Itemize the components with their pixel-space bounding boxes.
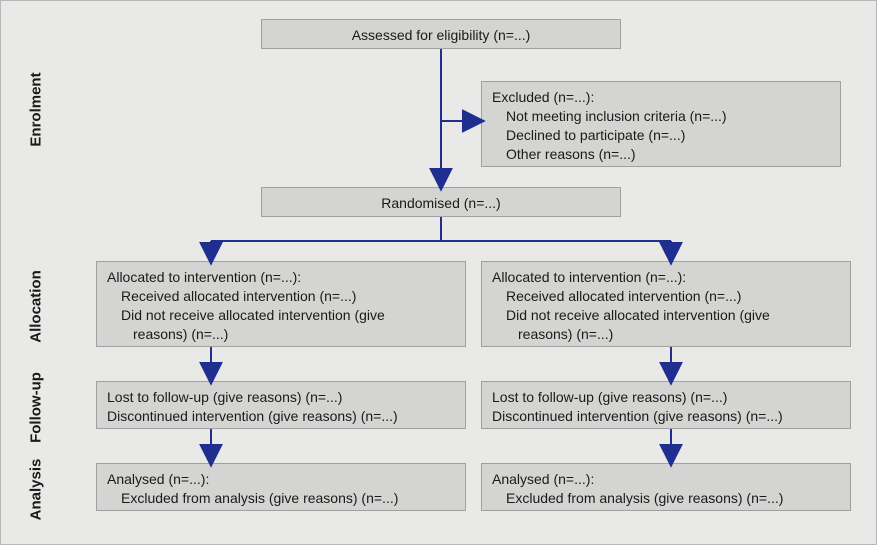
- alloc-r-sub2b: reasons) (n=...): [492, 325, 840, 344]
- excluded-title: Excluded (n=...):: [492, 88, 830, 107]
- alloc-l-sub1: Received allocated intervention (n=...): [107, 287, 455, 306]
- phase-enrolment: Enrolment: [28, 50, 45, 170]
- alloc-r-title: Allocated to intervention (n=...):: [492, 268, 840, 287]
- alloc-l-title: Allocated to intervention (n=...):: [107, 268, 455, 287]
- an-l-title: Analysed (n=...):: [107, 470, 455, 489]
- alloc-l-sub2a: Did not receive allocated intervention (…: [107, 306, 455, 325]
- fu-r-l1: Lost to follow-up (give reasons) (n=...): [492, 388, 840, 407]
- alloc-l-sub2b: reasons) (n=...): [107, 325, 455, 344]
- flow-diagram-canvas: Enrolment Allocation Follow-up Analysis …: [0, 0, 877, 545]
- randomised-text: Randomised (n=...): [272, 194, 610, 213]
- phase-analysis: Analysis: [28, 430, 45, 550]
- box-randomised: Randomised (n=...): [261, 187, 621, 217]
- excluded-sub1: Not meeting inclusion criteria (n=...): [492, 107, 830, 126]
- box-analysis-left: Analysed (n=...): Excluded from analysis…: [96, 463, 466, 511]
- alloc-r-sub1: Received allocated intervention (n=...): [492, 287, 840, 306]
- box-followup-left: Lost to follow-up (give reasons) (n=...)…: [96, 381, 466, 429]
- fu-l-l1: Lost to follow-up (give reasons) (n=...): [107, 388, 455, 407]
- box-excluded: Excluded (n=...): Not meeting inclusion …: [481, 81, 841, 167]
- box-followup-right: Lost to follow-up (give reasons) (n=...)…: [481, 381, 851, 429]
- box-allocation-right: Allocated to intervention (n=...): Recei…: [481, 261, 851, 347]
- excluded-sub2: Declined to participate (n=...): [492, 126, 830, 145]
- fu-r-l2: Discontinued intervention (give reasons)…: [492, 407, 840, 426]
- alloc-r-sub2a: Did not receive allocated intervention (…: [492, 306, 840, 325]
- box-allocation-left: Allocated to intervention (n=...): Recei…: [96, 261, 466, 347]
- an-l-sub1: Excluded from analysis (give reasons) (n…: [107, 489, 455, 508]
- assessed-text: Assessed for eligibility (n=...): [272, 26, 610, 45]
- excluded-sub3: Other reasons (n=...): [492, 145, 830, 164]
- an-r-title: Analysed (n=...):: [492, 470, 840, 489]
- an-r-sub1: Excluded from analysis (give reasons) (n…: [492, 489, 840, 508]
- box-assessed: Assessed for eligibility (n=...): [261, 19, 621, 49]
- fu-l-l2: Discontinued intervention (give reasons)…: [107, 407, 455, 426]
- box-analysis-right: Analysed (n=...): Excluded from analysis…: [481, 463, 851, 511]
